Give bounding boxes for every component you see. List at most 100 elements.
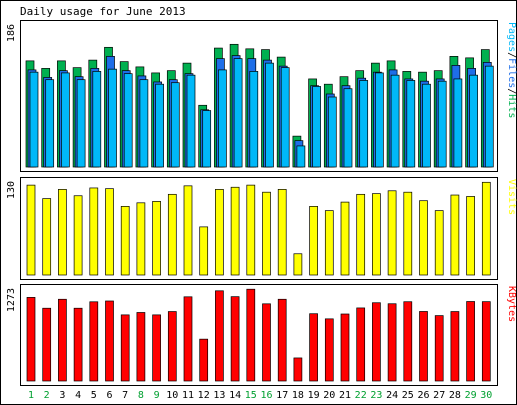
panel-frame: [20, 284, 498, 386]
bar-kbytes-day-4: [73, 307, 83, 382]
day-label-30: 30: [480, 390, 492, 401]
bar-visits-day-17: [277, 189, 287, 276]
bar-visits-day-3: [58, 189, 67, 276]
panel-middle: 130 Visits: [6, 177, 517, 280]
bar-kbytes-day-2: [42, 307, 52, 382]
bar-pages-day-5: [92, 71, 102, 168]
day-label-29: 29: [465, 390, 477, 401]
bar-pages-day-8: [139, 79, 149, 168]
bar-kbytes-day-14: [230, 296, 240, 382]
bar-visits-day-6: [105, 188, 114, 276]
bar-pages-day-14: [233, 58, 243, 168]
bar-pages-day-23: [375, 72, 384, 168]
bar-visits-day-13: [215, 189, 224, 276]
bar-pages-day-19: [312, 86, 321, 168]
day-label-28: 28: [449, 390, 461, 401]
panel-bottom: 1273 KBytes: [6, 284, 517, 386]
legend-part: Pages: [506, 22, 517, 52]
day-label-17: 17: [276, 390, 288, 401]
legend-part: Files: [506, 58, 517, 88]
day-label-9: 9: [154, 390, 160, 401]
day-label-18: 18: [292, 390, 304, 401]
bar-visits-day-19: [309, 206, 318, 276]
bar-pages-day-18: [296, 145, 306, 168]
bar-kbytes-day-12: [199, 338, 209, 382]
bar-visits-day-12: [199, 226, 209, 276]
bar-visits-day-8: [136, 202, 146, 276]
day-label-14: 14: [229, 390, 241, 401]
day-label-27: 27: [433, 390, 445, 401]
bar-visits-day-9: [152, 201, 161, 276]
day-label-16: 16: [260, 390, 272, 401]
bar-visits-day-20: [324, 210, 334, 276]
chart-title: Daily usage for June 2013: [20, 5, 186, 18]
legend-part: Visits: [506, 179, 517, 215]
bar-pages-day-2: [45, 79, 55, 168]
day-label-25: 25: [402, 390, 414, 401]
bar-visits-day-30: [481, 181, 491, 276]
bar-pages-day-30: [484, 65, 494, 168]
chart-panels: 186 Pages/Files/Hits 130 Visits 1273 KBytes: [6, 20, 517, 386]
bar-visits-day-26: [419, 200, 428, 276]
day-label-21: 21: [339, 390, 351, 401]
bar-visits-day-22: [356, 193, 366, 276]
day-label-7: 7: [122, 390, 128, 401]
bar-kbytes-day-1: [26, 297, 36, 382]
day-label-19: 19: [308, 390, 320, 401]
bar-visits-day-10: [167, 193, 177, 276]
y-axis-max-label: 1273: [6, 288, 17, 312]
day-label-15: 15: [245, 390, 257, 401]
bar-kbytes-day-7: [120, 314, 130, 382]
bar-kbytes-day-6: [105, 300, 114, 382]
bar-visits-day-11: [183, 185, 193, 276]
bar-pages-day-29: [469, 74, 478, 168]
bar-kbytes-day-30: [481, 301, 491, 382]
bar-pages-day-22: [359, 80, 369, 168]
bar-pages-day-3: [61, 72, 70, 168]
bar-kbytes-day-13: [215, 290, 224, 382]
legend-bottom: KBytes: [506, 286, 517, 322]
bar-kbytes-day-5: [89, 301, 99, 382]
bar-visits-day-28: [450, 194, 460, 276]
bar-kbytes-day-11: [183, 296, 193, 382]
y-axis-max-label: 130: [6, 181, 17, 199]
bar-visits-day-29: [466, 196, 475, 276]
bar-kbytes-day-15: [246, 288, 256, 382]
legend-part: KBytes: [506, 286, 517, 322]
bar-kbytes-day-29: [466, 301, 475, 382]
bar-pages-day-6: [108, 68, 117, 168]
day-label-26: 26: [417, 390, 429, 401]
day-label-12: 12: [198, 390, 210, 401]
bar-kbytes-day-25: [403, 301, 413, 382]
bar-kbytes-day-19: [309, 313, 318, 382]
day-label-8: 8: [138, 390, 144, 401]
day-label-4: 4: [75, 390, 81, 401]
day-label-6: 6: [106, 390, 112, 401]
bar-kbytes-day-18: [293, 357, 303, 382]
bar-pages-day-13: [218, 69, 227, 168]
day-label-3: 3: [59, 390, 65, 401]
bar-kbytes-day-28: [450, 311, 460, 382]
bar-kbytes-day-21: [340, 313, 350, 382]
bar-kbytes-day-9: [152, 314, 161, 382]
bar-pages-day-11: [186, 74, 196, 168]
bar-visits-day-18: [293, 253, 303, 276]
day-label-5: 5: [91, 390, 97, 401]
legend-part: Hits: [506, 94, 517, 118]
day-label-20: 20: [323, 390, 335, 401]
panel-frame: [20, 177, 498, 280]
bar-visits-day-25: [403, 191, 413, 276]
bar-visits-day-4: [73, 195, 83, 276]
day-label-10: 10: [166, 390, 178, 401]
bar-pages-day-26: [422, 83, 431, 168]
bar-visits-day-7: [120, 206, 130, 276]
bar-visits-day-24: [387, 190, 397, 276]
bar-pages-day-7: [123, 73, 133, 168]
bar-kbytes-day-3: [58, 298, 67, 382]
legend-part: /: [506, 88, 517, 94]
bar-pages-day-25: [406, 80, 416, 168]
legend-part: /: [506, 52, 517, 58]
bar-pages-day-9: [155, 83, 164, 168]
panel-top: 186 Pages/Files/Hits: [6, 20, 517, 172]
